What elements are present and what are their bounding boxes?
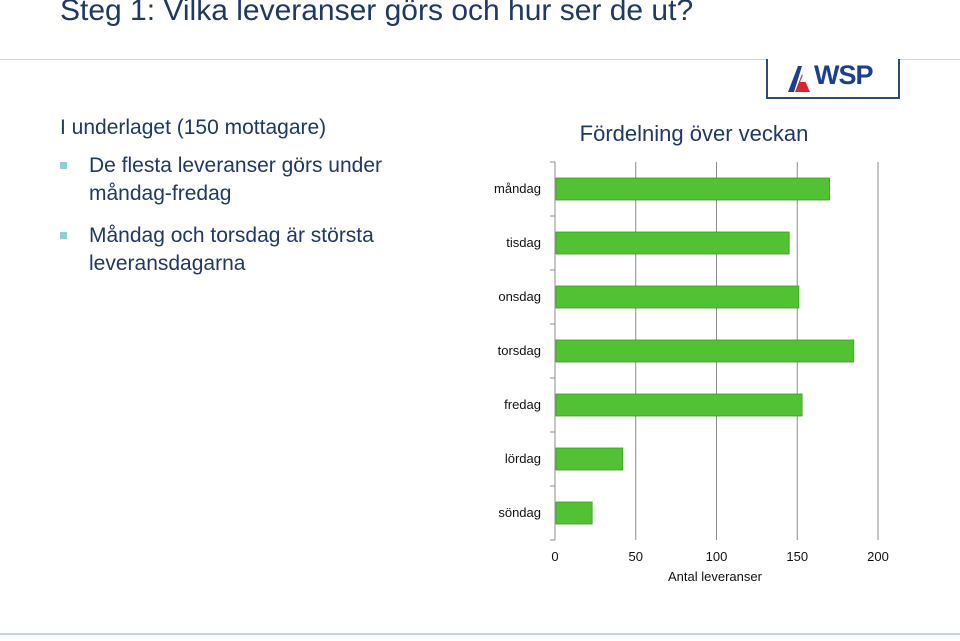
- bullet-text: De flesta leveranser görs under måndag-f…: [89, 154, 382, 205]
- chart-axes: [550, 161, 556, 541]
- slide-title: Steg 1: Vilka leveranser görs och hur se…: [60, 0, 694, 27]
- bullet-list: De flesta leveranser görs under måndag-f…: [60, 152, 450, 292]
- weekday-bar-chart: Fördelning över veckan 0 50 100 150 200 månda…: [494, 121, 889, 584]
- title-divider: [0, 59, 960, 60]
- intro-text: I underlaget (150 mottagare): [60, 116, 327, 139]
- bar-fredag: [555, 393, 803, 417]
- company-logo: WSP: [766, 59, 900, 99]
- wsp-logo-mark-icon: [788, 66, 810, 92]
- x-axis-title: Antal leveranser: [668, 569, 763, 584]
- bar-söndag: [555, 501, 593, 525]
- x-tick-label: 100: [706, 549, 728, 564]
- category-label: fredag: [504, 397, 541, 412]
- bar-måndag: [555, 177, 830, 201]
- bar-lördag: [555, 447, 624, 471]
- chart-title: Fördelning över veckan: [580, 121, 809, 146]
- category-label: tisdag: [506, 235, 541, 250]
- logo-text: WSP: [814, 60, 874, 90]
- bullet-item: De flesta leveranser görs under måndag-f…: [60, 152, 450, 208]
- bar-torsdag: [555, 339, 855, 363]
- bullet-text: Måndag och torsdag är största leveransda…: [89, 224, 374, 275]
- x-tick-label: 150: [786, 549, 808, 564]
- category-label: måndag: [494, 181, 541, 196]
- category-label: onsdag: [498, 289, 541, 304]
- chart-labels: 0 50 100 150 200 måndag tisdag onsdag torsdag fre…: [494, 181, 889, 564]
- square-bullet-icon: [60, 162, 67, 169]
- category-label: lördag: [505, 451, 541, 466]
- bar-onsdag: [555, 285, 800, 309]
- x-tick-label: 50: [629, 549, 643, 564]
- chart-bars: [555, 177, 855, 525]
- bar-tisdag: [555, 231, 790, 255]
- footer-divider: [0, 633, 960, 635]
- category-label: torsdag: [498, 343, 541, 358]
- category-label: söndag: [498, 505, 541, 520]
- x-tick-label: 0: [551, 549, 558, 564]
- x-tick-label: 200: [867, 549, 889, 564]
- square-bullet-icon: [60, 232, 67, 239]
- bullet-item: Måndag och torsdag är största leveransda…: [60, 222, 450, 278]
